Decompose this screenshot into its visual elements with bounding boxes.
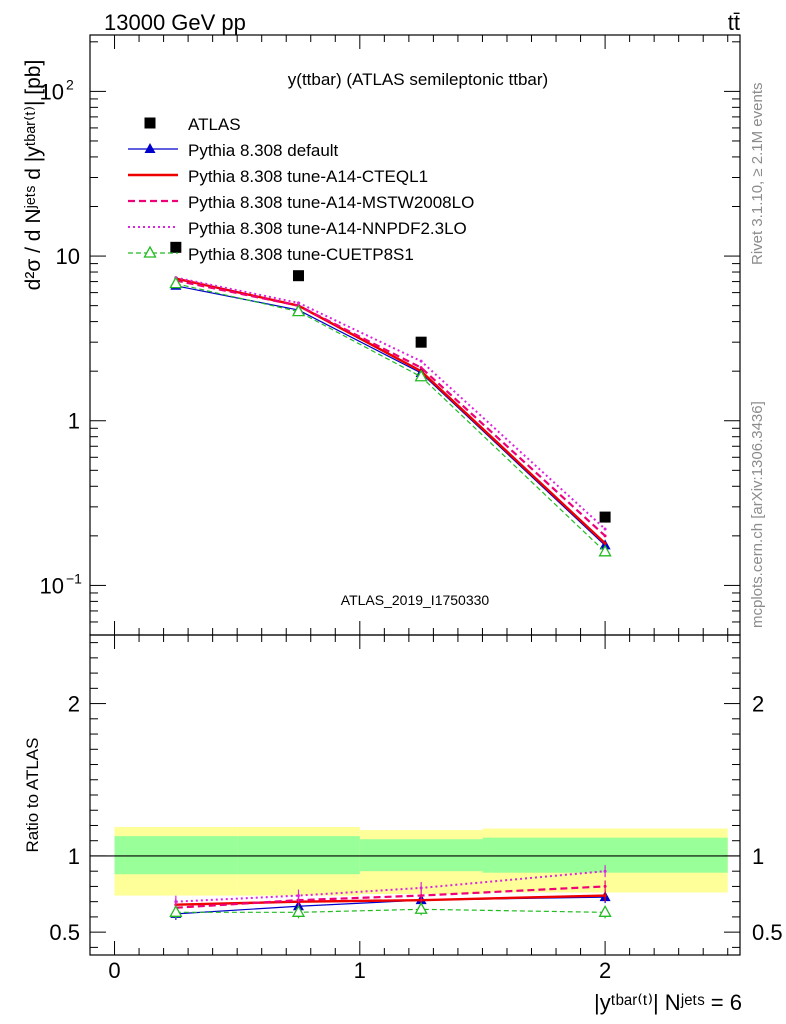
- series-line: [175, 276, 606, 530]
- legend-label: Pythia 8.308 tune-A14-MSTW2008LO: [188, 193, 474, 212]
- legend-label: Pythia 8.308 tune-A14-NNPDF2.3LO: [188, 219, 467, 238]
- series-point: [419, 359, 423, 363]
- band-stat: [237, 836, 360, 875]
- ratio-y-tick-label: 0.5: [752, 920, 783, 945]
- y-tick-label-exp: −1: [66, 570, 82, 586]
- legend-marker: [144, 117, 156, 129]
- legend-label: Pythia 8.308 tune-A14-CTEQL1: [188, 167, 428, 186]
- ratio-y-tick-label: 1: [68, 844, 80, 869]
- y-tick-label: 10: [56, 244, 80, 269]
- band-stat: [114, 836, 238, 875]
- legend-label: Pythia 8.308 tune-CUETP8S1: [188, 245, 414, 264]
- energy-label: 13000 GeV pp: [104, 10, 246, 35]
- ratio-point: [603, 884, 607, 888]
- rivet-label: Rivet 3.1.10, ≥ 2.1M events: [749, 83, 766, 266]
- ratio-y-tick-label: 2: [752, 692, 764, 717]
- plot-title: y(ttbar) (ATLAS semileptonic ttbar): [288, 70, 548, 89]
- ratio-plot: 0.5 0.5 1 1 2 2 0 1 2 Ratio to ATLAS |yᵗᵇᵃʳ⁽ᵗ⁾| Nʲ…: [23, 634, 783, 1015]
- process-label: tt̄: [728, 10, 740, 35]
- legend: ATLAS Pythia 8.308 default Pythia 8.308 tu…: [128, 115, 474, 264]
- legend-marker: [143, 245, 157, 258]
- data-point: [415, 336, 427, 348]
- ratio-point: [291, 904, 306, 917]
- series-point: [414, 369, 428, 382]
- y-tick-label: 10: [40, 573, 64, 598]
- ratio-point: [169, 904, 183, 917]
- data-point: [170, 241, 182, 253]
- band-stat: [359, 839, 483, 872]
- main-plot: y(ttbar) (ATLAS semileptonic ttbar) ATLAS…: [22, 34, 741, 636]
- series-point: [169, 276, 183, 289]
- ratio-point: [603, 869, 607, 873]
- series-point: [603, 534, 607, 538]
- ratio-series-line: [175, 870, 606, 903]
- ratio-point: [603, 894, 607, 898]
- ratio-point: [414, 901, 428, 914]
- x-tick-label: 0: [108, 958, 120, 983]
- ratio-point: [296, 894, 300, 898]
- ratio-y-ticks: [90, 635, 740, 955]
- y-tick-label: 10: [40, 79, 64, 104]
- ratio-y-tick-label: 1: [752, 844, 764, 869]
- ratio-point: [419, 894, 423, 898]
- series-point: [598, 544, 612, 557]
- ratio-y-tick-label: 0.5: [49, 920, 80, 945]
- ratio-series-line: [175, 885, 606, 909]
- x-axis-label: |yᵗᵇᵃʳ⁽ᵗ⁾| Nʲᵉᵗˢ = 6: [594, 990, 742, 1015]
- legend-marker: [144, 143, 156, 153]
- legend-label: Pythia 8.308 default: [188, 141, 339, 160]
- series-point: [291, 304, 306, 317]
- ratio-series-line: [175, 908, 606, 913]
- data-point: [599, 511, 611, 523]
- series-point: [603, 527, 607, 531]
- analysis-watermark: ATLAS_2019_I1750330: [341, 592, 490, 608]
- main-y-ticks: [90, 35, 740, 636]
- series-line: [175, 283, 606, 553]
- data-point: [292, 270, 304, 282]
- series-point: [603, 541, 607, 545]
- ratio-y-tick-label: 2: [68, 692, 80, 717]
- x-tick-label: 2: [599, 958, 611, 983]
- ratio-point: [174, 900, 178, 904]
- ratio-point: [419, 886, 423, 890]
- y-tick-label: 1: [68, 409, 80, 434]
- series-line: [175, 285, 606, 546]
- ratio-frame: [89, 634, 741, 956]
- mcplots-label: mcplots.cern.ch [arXiv:1306.3436]: [749, 401, 766, 628]
- ratio-point: [598, 904, 612, 917]
- series-point: [419, 366, 423, 370]
- series-point: [296, 301, 300, 305]
- y-axis-label: d²σ / d Nʲᵉᵗˢ d |yᵗᵇᵃʳ⁽ᵗ⁾| [pb]: [22, 60, 45, 291]
- series-line: [175, 277, 606, 545]
- ratio-y-axis-label: Ratio to ATLAS: [23, 738, 42, 853]
- y-tick-label-exp: 2: [66, 76, 74, 92]
- series-line: [175, 279, 606, 537]
- x-tick-label: 1: [354, 958, 366, 983]
- legend-label: ATLAS: [188, 115, 241, 134]
